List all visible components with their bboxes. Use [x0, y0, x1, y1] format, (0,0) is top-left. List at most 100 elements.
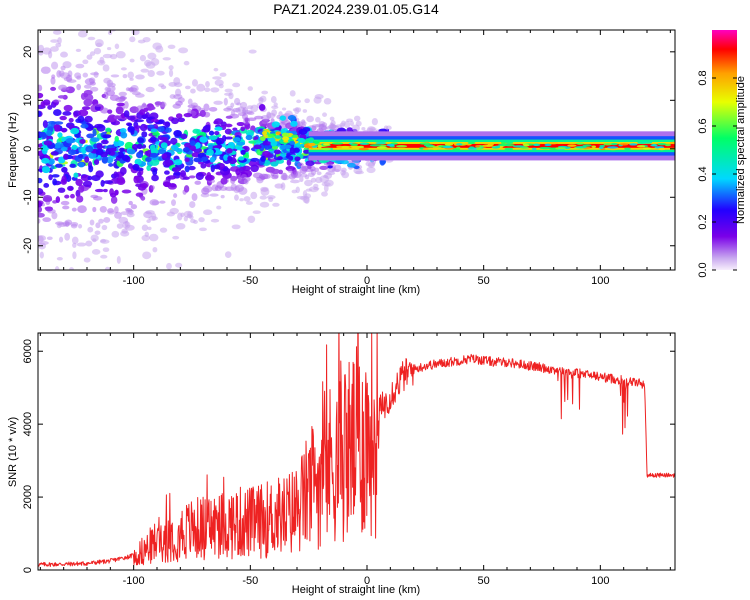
spectrogram-cell — [71, 236, 79, 245]
spectrogram-cell — [110, 74, 120, 78]
spectrogram-cell — [313, 96, 322, 104]
snr-x-tick-label: 0 — [364, 575, 370, 587]
spectrogram-cell — [304, 168, 314, 173]
spectrogram-cell — [180, 133, 188, 140]
spectrogram-cell — [95, 222, 101, 229]
spectrogram-cell — [116, 178, 126, 186]
spectrogram-cell — [322, 112, 328, 117]
spectrogram-cell — [219, 72, 227, 77]
spectrogram-cell — [209, 193, 219, 197]
spectrogram-cell — [110, 196, 118, 204]
spectrogram-cell — [305, 138, 313, 142]
colorbar: 0.0 0.2 0.4 0.6 0.8 Normalized spectral ampl… — [697, 30, 747, 278]
spectrogram-cell — [178, 47, 189, 54]
spectrogram-cell — [302, 190, 308, 198]
spectrogram-cell — [56, 257, 63, 261]
spectrogram-cell — [184, 142, 192, 148]
spectrogram-cell — [152, 168, 158, 176]
spectrogram-cell — [376, 146, 387, 149]
spectrogram-cell — [82, 72, 89, 78]
spectrogram-cell — [367, 126, 376, 132]
spectrogram-cell — [180, 170, 186, 178]
spectrogram-cell — [118, 216, 129, 224]
spectrogram-cell — [100, 107, 109, 114]
spectrogram-cell — [213, 120, 219, 125]
spectrogram-cell — [114, 43, 120, 50]
spectrogram-cell — [335, 124, 343, 128]
spectrogram-cell — [134, 119, 144, 123]
spectrogram-cell — [624, 147, 631, 150]
spectrogram-cell — [290, 120, 298, 127]
spectrogram-cell — [208, 106, 218, 112]
spectrogram-cell — [657, 142, 667, 146]
spectrogram-cell — [327, 165, 333, 169]
spectrogram-cell — [650, 144, 658, 147]
spectrogram-cell — [346, 118, 354, 123]
spectrogram-cell — [124, 141, 134, 150]
spectrogram-cell — [86, 133, 95, 139]
spectrogram-cell — [189, 201, 196, 209]
spectrogram-cell — [65, 138, 75, 144]
spectrogram-cell — [301, 119, 306, 125]
spectrogram-cell — [259, 201, 270, 208]
spectrogram-cell — [189, 140, 196, 146]
spectrogram-cell — [150, 118, 160, 123]
spectrogram-cell — [96, 143, 103, 150]
spectrogram-cell — [341, 171, 350, 179]
spectrogram-cell — [591, 145, 596, 148]
spectrogram-cell — [199, 136, 208, 143]
spectrogram-cell — [297, 162, 304, 168]
spectrogram-cell — [323, 143, 330, 146]
snr-x-tick-label: -100 — [123, 575, 145, 587]
spectrogram-cell — [108, 19, 113, 24]
spectrogram-cell — [72, 251, 77, 260]
spectrogram-cell — [224, 88, 233, 93]
snr-y-tick-label: 6000 — [22, 339, 34, 363]
spectrogram-cell — [246, 111, 255, 116]
spectrogram-cell — [134, 158, 142, 166]
spectrogram-cell — [50, 39, 59, 43]
spectrogram-cell — [216, 205, 222, 210]
spectrogram-cell — [123, 110, 130, 118]
spectrogram-cell — [53, 123, 61, 132]
spectrogram-cell — [128, 200, 133, 206]
spectrogram-cell — [304, 98, 310, 104]
spectrogram-cell — [141, 224, 149, 231]
spectrogram-cell — [442, 145, 454, 149]
spectrogram-cell — [361, 126, 366, 131]
spectrogram-cell — [469, 146, 475, 149]
spectrogram-cell — [175, 222, 186, 230]
spectrogram-cell — [143, 211, 153, 219]
spectrogram-cell — [169, 183, 177, 188]
spectrogram-cell — [99, 205, 107, 213]
spectrogram-cell — [187, 211, 192, 217]
spectrogram-frame — [37, 29, 676, 271]
spectrogram-cell — [253, 136, 259, 141]
spectrogram-cell — [168, 69, 174, 78]
spectrogram-cell — [60, 51, 68, 58]
spectrogram-cell — [422, 147, 429, 151]
spectrogram-cell — [315, 116, 321, 123]
spectrogram-cell — [137, 137, 145, 143]
spectrogram-cell — [45, 206, 53, 212]
spectrogram-cell — [444, 143, 454, 146]
spectrogram-cell — [159, 136, 168, 141]
spectrogram-cell — [87, 226, 94, 233]
spectrogram-cell — [224, 92, 233, 96]
spectrogram-cell — [93, 159, 100, 165]
spectrogram-cell — [214, 126, 223, 131]
spectrogram-cell — [277, 156, 283, 161]
spectrogram-cell — [250, 157, 260, 162]
spectrogram-cell — [39, 251, 44, 259]
spectrogram-cell — [258, 104, 266, 111]
spectrogram-cell — [101, 224, 108, 231]
spectrogram-cell — [64, 194, 70, 199]
spectrogram-y-tick-label: 10 — [22, 94, 34, 106]
spectrogram-cell — [287, 169, 293, 173]
spectrogram-cell — [555, 147, 566, 150]
spectrogram-cell — [306, 115, 314, 123]
spectrogram-cell — [293, 171, 302, 178]
spectrogram-cell — [141, 131, 148, 138]
spectrogram-cell — [108, 147, 117, 152]
spectrogram-cell — [62, 111, 72, 116]
